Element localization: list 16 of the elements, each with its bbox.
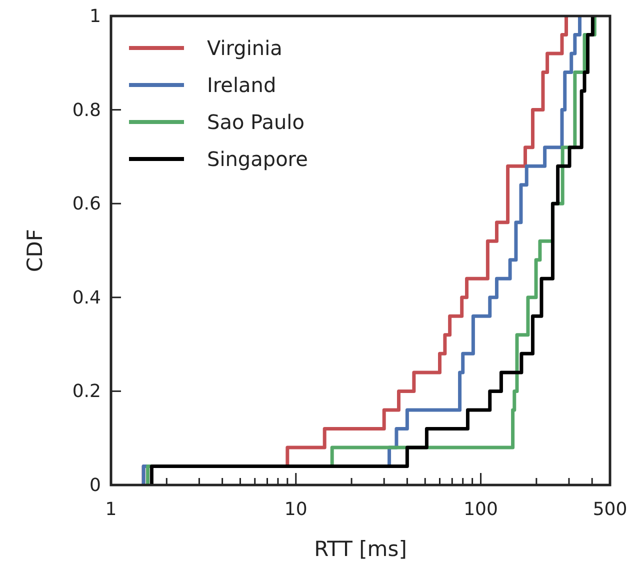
- legend-label: Virginia: [207, 36, 282, 60]
- x-axis-title: RTT [ms]: [314, 537, 407, 561]
- legend-label: Sao Paulo: [207, 110, 304, 134]
- x-tick-label: 1: [105, 499, 117, 520]
- x-tick-label: 100: [464, 499, 498, 520]
- x-tick-label: 500: [592, 499, 628, 520]
- y-tick-label: 0.8: [72, 100, 101, 121]
- y-tick-label: 0.2: [72, 381, 101, 402]
- y-tick-label: 0.6: [72, 194, 101, 215]
- legend-label: Ireland: [207, 73, 276, 97]
- legend-label: Singapore: [207, 147, 308, 171]
- y-tick-label: 0: [90, 475, 101, 496]
- y-tick-label: 1: [90, 6, 101, 27]
- y-tick-label: 0.4: [72, 287, 101, 308]
- x-tick-label: 10: [284, 499, 308, 520]
- y-axis-title: CDF: [23, 229, 47, 272]
